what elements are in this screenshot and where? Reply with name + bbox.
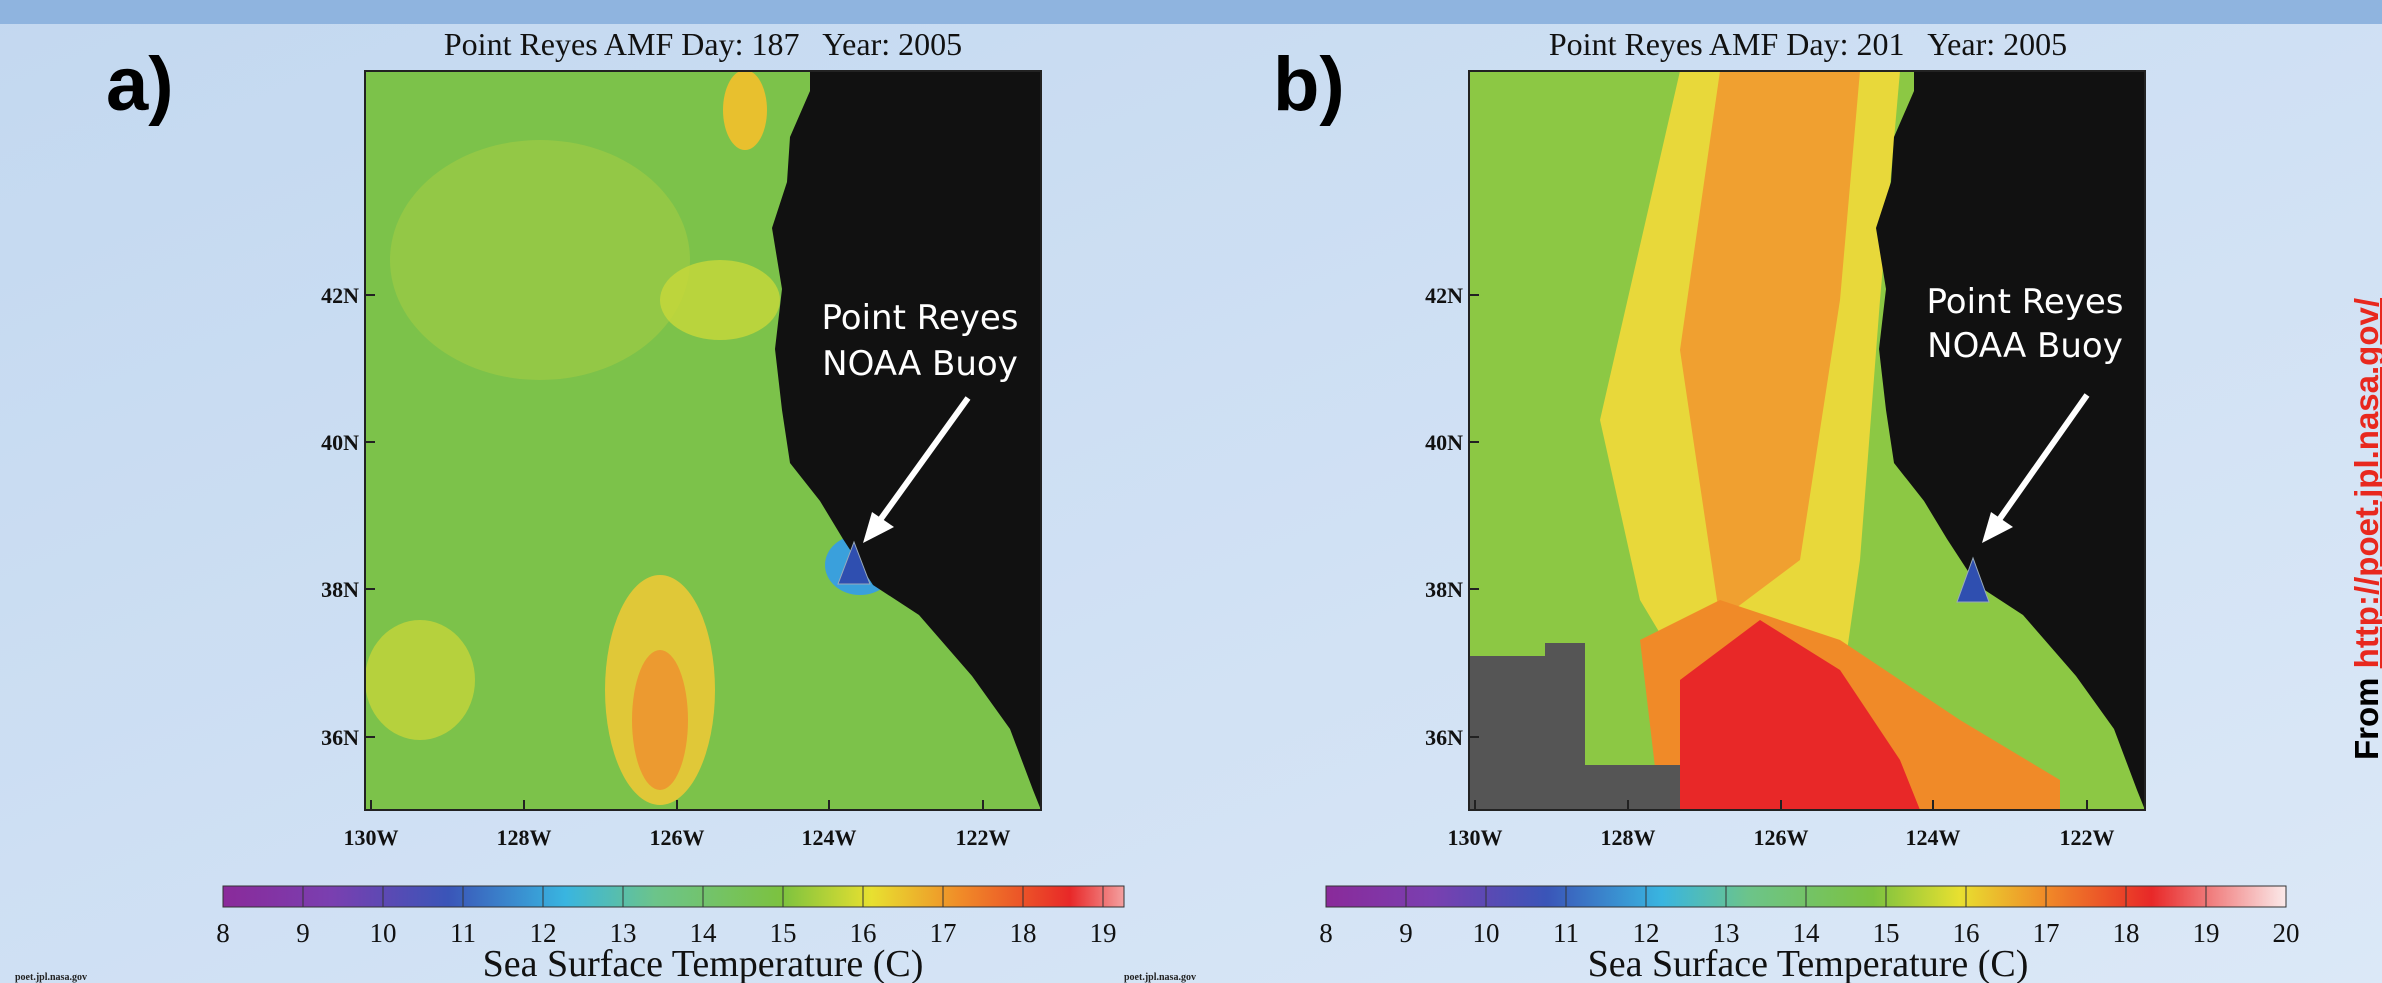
lat-tick-label: 38N xyxy=(1425,577,1463,602)
side-note: From http://poet.jpl.nasa.gov/ xyxy=(2348,298,2382,760)
map-b xyxy=(1468,70,2146,811)
credit: poet.jpl.nasa.gov xyxy=(15,972,87,983)
top-band xyxy=(0,0,2382,24)
lon-tick-label: 122W xyxy=(2060,825,2115,850)
lon-tick-label: 126W xyxy=(1754,825,1809,850)
map-a xyxy=(364,70,1042,811)
lat-tick-label: 40N xyxy=(321,430,359,455)
lat-tick-label: 42N xyxy=(1425,283,1463,308)
side-note-link[interactable]: http://poet.jpl.nasa.gov/ xyxy=(2348,298,2382,668)
annotation: NOAA Buoy xyxy=(1927,326,2123,366)
colorbar-tick-label: 10 xyxy=(370,918,397,948)
colorbar-tick-label: 14 xyxy=(1793,918,1821,948)
lon-tick-label: 128W xyxy=(497,825,552,850)
side-note-prefix: From xyxy=(2348,668,2382,760)
colorbar-tick-label: 20 xyxy=(2273,918,2300,948)
colorbar-tick-label: 12 xyxy=(530,918,557,948)
panel-label: b) xyxy=(1273,42,1345,127)
colorbar-tick-label: 15 xyxy=(1873,918,1900,948)
colorbar-tick-label: 11 xyxy=(450,918,476,948)
colorbar-tick-label: 10 xyxy=(1473,918,1500,948)
annotation: NOAA Buoy xyxy=(822,344,1018,384)
colorbar-tick-label: 12 xyxy=(1633,918,1660,948)
colorbar-a xyxy=(222,885,1125,908)
lon-tick-label: 122W xyxy=(956,825,1011,850)
colorbar-tick-label: 13 xyxy=(1713,918,1740,948)
colorbar-tick-label: 17 xyxy=(930,918,957,948)
colorbar-tick-label: 9 xyxy=(296,918,310,948)
lat-tick-label: 36N xyxy=(1425,725,1463,750)
lon-tick-label: 124W xyxy=(802,825,857,850)
colorbar-label: Sea Surface Temperature (C) xyxy=(483,943,924,983)
colorbar-tick-label: 19 xyxy=(1090,918,1117,948)
colorbar-tick-label: 18 xyxy=(2113,918,2140,948)
colorbar-label: Sea Surface Temperature (C) xyxy=(1588,943,2029,983)
lat-tick-label: 38N xyxy=(321,577,359,602)
lat-tick-label: 42N xyxy=(321,283,359,308)
map-title: Point Reyes AMF Day: 201 Year: 2005 xyxy=(1549,26,2067,62)
colorbar-tick-label: 19 xyxy=(2193,918,2220,948)
colorbar-tick-label: 16 xyxy=(1953,918,1980,948)
colorbar-tick-label: 17 xyxy=(2033,918,2060,948)
panel-label: a) xyxy=(106,42,174,127)
lon-tick-label: 128W xyxy=(1601,825,1656,850)
colorbar-tick-label: 11 xyxy=(1553,918,1579,948)
colorbar-tick-label: 18 xyxy=(1010,918,1037,948)
colorbar-tick-label: 8 xyxy=(1319,918,1333,948)
lat-tick-label: 40N xyxy=(1425,430,1463,455)
credit: poet.jpl.nasa.gov xyxy=(1124,972,1196,983)
lon-tick-label: 130W xyxy=(344,825,399,850)
colorbar-tick-label: 14 xyxy=(690,918,718,948)
colorbar-tick-label: 8 xyxy=(216,918,230,948)
annotation: Point Reyes xyxy=(1927,282,2124,322)
lon-tick-label: 126W xyxy=(650,825,705,850)
annotation: Point Reyes xyxy=(822,298,1019,338)
colorbar-tick-label: 15 xyxy=(770,918,797,948)
colorbar-tick-label: 16 xyxy=(850,918,877,948)
map-title: Point Reyes AMF Day: 187 Year: 2005 xyxy=(444,26,962,62)
lat-tick-label: 36N xyxy=(321,725,359,750)
lon-tick-label: 124W xyxy=(1906,825,1961,850)
colorbar-tick-label: 13 xyxy=(610,918,637,948)
lon-tick-label: 130W xyxy=(1448,825,1503,850)
colorbar-tick-label: 9 xyxy=(1399,918,1413,948)
